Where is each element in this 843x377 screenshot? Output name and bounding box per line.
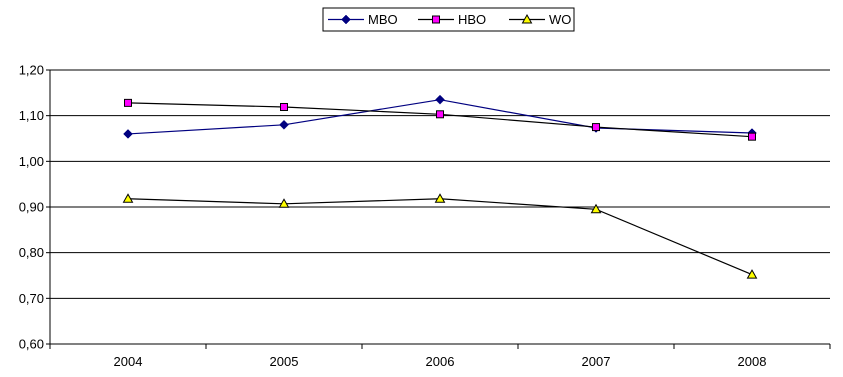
legend-marker-wo — [521, 13, 533, 24]
legend-marker-hbo — [432, 15, 440, 24]
legend-label-hbo: HBO — [458, 12, 486, 27]
data-point-wo — [122, 193, 134, 203]
y-tick-label: 1,20 — [19, 63, 44, 78]
series-line-wo — [127, 198, 753, 276]
x-tick-label: 2006 — [426, 354, 455, 369]
data-point-wo — [746, 269, 758, 279]
data-point-hbo — [280, 102, 288, 111]
legend-label-mbo: MBO — [368, 12, 398, 27]
y-tick-label: 1,00 — [19, 154, 44, 169]
x-axis-ticks: 2004 2005 2006 2007 2008 — [49, 344, 831, 369]
x-tick-label: 2004 — [114, 354, 143, 369]
series-group — [122, 94, 758, 279]
series-line-hbo — [127, 102, 753, 138]
data-point-wo — [278, 198, 290, 208]
x-tick-label: 2008 — [738, 354, 767, 369]
data-point-mbo — [123, 129, 133, 139]
y-tick-label: 0,80 — [19, 245, 44, 260]
legend: MBO HBO WO — [322, 7, 575, 32]
data-point-wo — [434, 193, 446, 203]
data-point-wo — [590, 203, 602, 214]
data-point-hbo — [748, 132, 756, 141]
y-tick-label: 0,70 — [19, 291, 44, 306]
legend-marker-mbo — [341, 14, 351, 25]
legend-label-wo: WO — [549, 12, 571, 27]
data-point-hbo — [436, 110, 444, 119]
series-hbo — [124, 98, 756, 141]
x-tick-label: 2005 — [270, 354, 299, 369]
data-point-hbo — [592, 123, 600, 132]
series-wo — [122, 193, 758, 279]
x-tick-label: 2007 — [582, 354, 611, 369]
y-tick-label: 1,10 — [19, 108, 44, 123]
y-axis-ticks: 0,60 0,70 0,80 0,90 1,00 1,10 1,20 — [19, 63, 50, 352]
y-tick-label: 0,60 — [19, 337, 44, 352]
data-point-mbo — [279, 119, 289, 130]
y-tick-label: 0,90 — [19, 200, 44, 215]
data-point-hbo — [124, 98, 132, 107]
data-point-mbo — [435, 94, 445, 105]
